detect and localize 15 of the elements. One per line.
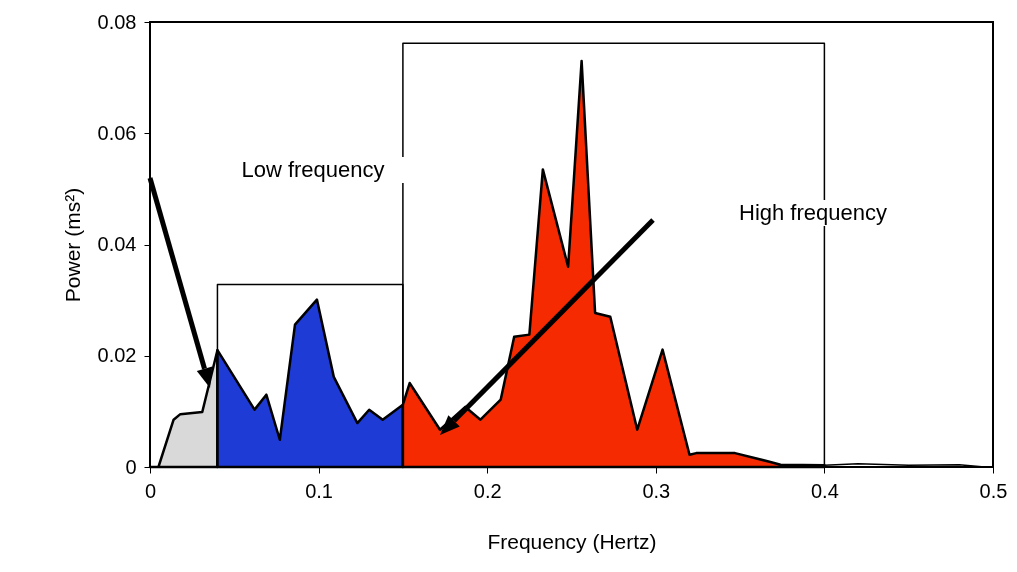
annotation: High frequency <box>739 200 887 225</box>
x-axis-title: Frequency (Hertz) <box>487 529 657 553</box>
x-tick-label: 0 <box>144 479 157 502</box>
y-axis-title: Power (ms²) <box>60 187 84 303</box>
x-tick-label: 0.3 <box>642 479 671 502</box>
x-tick-label: 0.4 <box>810 479 839 502</box>
y-tick-label: 0.02 <box>97 344 137 367</box>
y-tick-label: 0.06 <box>97 121 137 144</box>
y-tick-label: 0 <box>125 455 137 478</box>
x-tick-label: 0.2 <box>473 479 502 502</box>
annotation: Low frequency <box>241 157 385 182</box>
y-tick-label: 0.08 <box>97 10 137 33</box>
x-tick-label: 0.5 <box>979 479 1008 502</box>
y-tick-label: 0.04 <box>97 233 137 255</box>
x-tick-label: 0.1 <box>305 479 334 502</box>
